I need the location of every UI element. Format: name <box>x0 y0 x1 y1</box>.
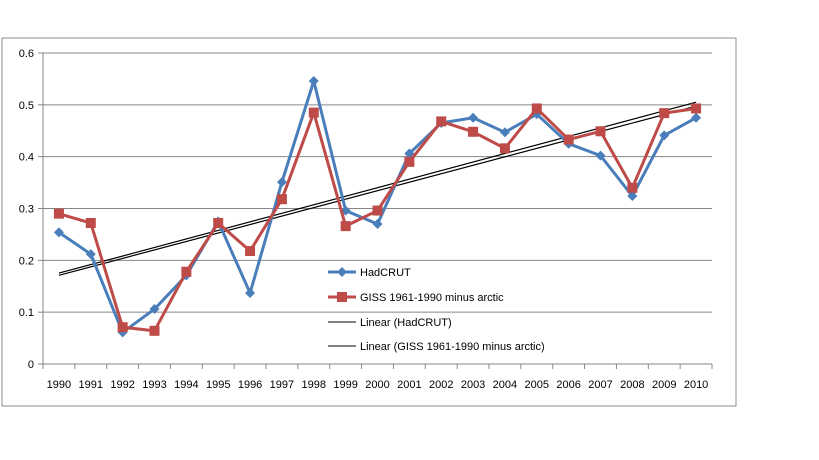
data-point-giss <box>245 246 256 257</box>
x-tick-label: 1991 <box>79 379 103 391</box>
data-point-hadcrut <box>499 127 510 138</box>
x-tick-label: 1993 <box>142 379 166 391</box>
data-point-hadcrut <box>404 148 415 159</box>
legend-label-hadcrut: HadCRUT <box>360 267 411 279</box>
data-point-hadcrut <box>659 130 670 141</box>
series <box>53 75 702 338</box>
data-point-giss <box>308 107 319 118</box>
legend-marker-hadcrut <box>337 267 347 277</box>
x-tick-label: 1992 <box>110 379 134 391</box>
data-point-giss <box>595 126 606 137</box>
data-point-giss <box>372 205 383 216</box>
x-tick-label: 1998 <box>302 379 326 391</box>
x-tick-label: 1994 <box>174 379 198 391</box>
data-point-hadcrut <box>276 177 287 188</box>
data-point-hadcrut <box>149 304 160 315</box>
data-point-hadcrut <box>691 112 702 123</box>
data-point-giss <box>276 194 287 205</box>
x-tick-label: 2003 <box>461 379 485 391</box>
x-tick-label: 2002 <box>429 379 453 391</box>
x-tick-label: 1995 <box>206 379 230 391</box>
x-axis: 1990 1991 1992 1993 1994 1995 1996 1997 1998 1999… <box>42 363 713 391</box>
x-tick-label: 2010 <box>684 379 708 391</box>
data-point-giss <box>659 108 670 119</box>
x-tick-label: 1990 <box>47 379 71 391</box>
data-point-hadcrut <box>308 75 319 86</box>
x-tick-label: 1996 <box>238 379 262 391</box>
x-tick-label: 2004 <box>493 379 517 391</box>
legend-label-giss: GISS 1961-1990 minus arctic <box>360 292 504 304</box>
y-tick-label: 0 <box>28 359 34 371</box>
data-point-giss <box>85 218 96 229</box>
data-point-giss <box>499 143 510 154</box>
legend: HadCRUT GISS 1961-1990 minus arctic Linear… <box>328 267 545 353</box>
trendline-giss <box>58 101 697 274</box>
x-tick-label: 1999 <box>333 379 357 391</box>
x-tick-label: 1997 <box>270 379 294 391</box>
x-tick-label: 2000 <box>365 379 389 391</box>
y-tick-label: 0.4 <box>19 152 34 164</box>
data-point-hadcrut <box>595 150 606 161</box>
x-tick-label: 2005 <box>525 379 549 391</box>
y-axis: 0 0.1 0.2 0.3 0.4 0.5 0.6 <box>19 48 44 371</box>
data-point-hadcrut <box>468 112 479 123</box>
data-point-hadcrut <box>85 249 96 260</box>
x-tick-label: 2006 <box>556 379 580 391</box>
legend-marker-giss <box>337 292 347 302</box>
x-tick-label: 2008 <box>620 379 644 391</box>
data-point-hadcrut <box>53 227 64 238</box>
data-point-giss <box>404 156 415 167</box>
data-point-giss <box>563 134 574 145</box>
x-tick-label: 2007 <box>588 379 612 391</box>
data-point-giss <box>117 322 128 333</box>
data-point-hadcrut <box>245 287 256 298</box>
data-point-giss <box>181 266 192 277</box>
y-tick-label: 0.1 <box>19 307 34 319</box>
data-point-hadcrut <box>627 191 638 202</box>
data-point-giss <box>340 221 351 232</box>
data-point-giss <box>627 182 638 193</box>
x-tick-label: 2001 <box>397 379 421 391</box>
data-point-giss <box>436 116 447 127</box>
x-tick-label: 2009 <box>652 379 676 391</box>
data-point-giss <box>213 218 224 229</box>
y-tick-label: 0.2 <box>19 255 34 267</box>
data-point-giss <box>468 126 479 137</box>
y-tick-label: 0.6 <box>19 48 34 60</box>
legend-label-linear-hadcrut: Linear (HadCRUT) <box>360 317 452 329</box>
y-tick-label: 0.5 <box>19 100 34 112</box>
data-point-giss <box>691 103 702 114</box>
legend-label-linear-giss: Linear (GISS 1961-1990 minus arctic) <box>360 341 545 353</box>
data-point-hadcrut <box>372 219 383 230</box>
y-tick-label: 0.3 <box>19 204 34 216</box>
data-point-giss <box>53 208 64 219</box>
data-point-giss <box>531 103 542 114</box>
data-point-giss <box>149 325 160 336</box>
